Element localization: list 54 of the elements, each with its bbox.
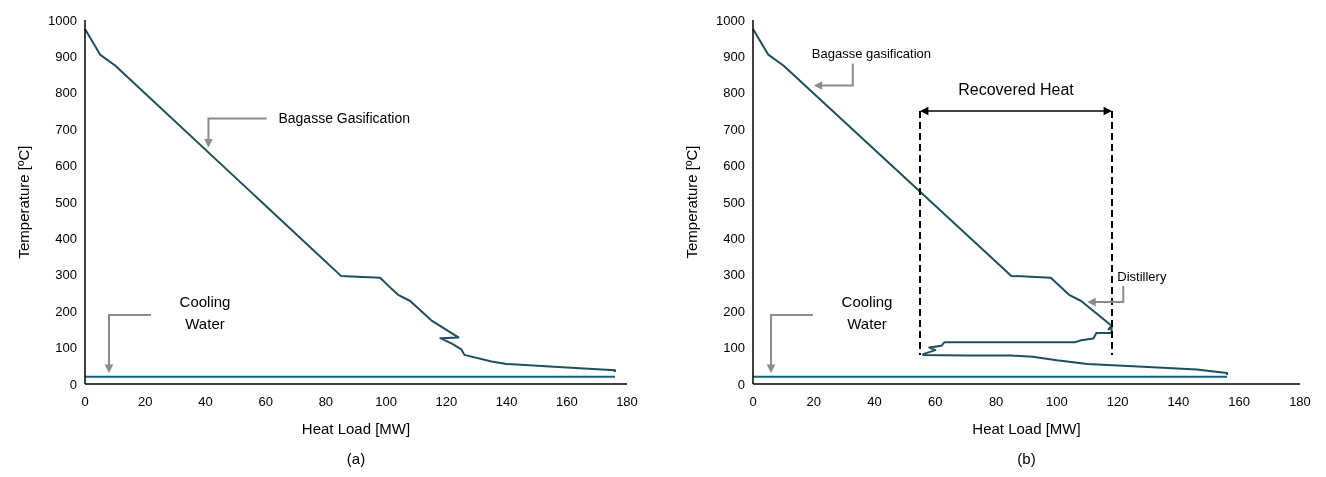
x-tick-label: 100 — [375, 394, 397, 409]
annotation: Bagasse gasification — [811, 45, 932, 61]
annotation: Bagasse Gasification — [278, 110, 410, 127]
y-tick-label: 1000 — [48, 12, 77, 28]
x-tick-label: 140 — [1167, 394, 1190, 409]
y-tick-label: 900 — [55, 48, 77, 64]
y-axis-title: Temperature [ºC] — [683, 145, 700, 259]
x-tick-label: 140 — [495, 394, 518, 409]
annotation: Cooling Water — [841, 293, 893, 332]
y-tick-label: 0 — [737, 376, 745, 392]
x-tick-label: 20 — [806, 394, 822, 409]
y-tick-label: 700 — [723, 121, 745, 137]
x-tick-label: 120 — [435, 394, 458, 409]
x-tick-label: 80 — [318, 394, 334, 409]
x-tick-label: 180 — [1289, 394, 1311, 409]
x-tick-label: 0 — [749, 394, 757, 409]
x-tick-label: 40 — [198, 394, 213, 409]
y-tick-label: 0 — [69, 376, 77, 392]
x-axis-title: Heat Load [MW] — [301, 420, 411, 437]
y-tick-label: 400 — [723, 230, 745, 246]
annotation: Distillery — [1117, 268, 1167, 284]
x-axis-title: Heat Load [MW] — [972, 420, 1081, 437]
x-tick-label: 80 — [988, 394, 1004, 409]
y-tick-label: 700 — [55, 121, 77, 137]
y-tick-label: 200 — [723, 303, 745, 319]
y-tick-label: 600 — [55, 158, 77, 174]
x-tick-label: 120 — [1106, 394, 1129, 409]
y-tick-label: 300 — [723, 267, 745, 283]
y-tick-label: 300 — [55, 267, 77, 283]
y-tick-label: 100 — [55, 340, 77, 356]
x-tick-label: 60 — [258, 394, 273, 409]
y-tick-label: 100 — [723, 340, 745, 356]
x-tick-label: 100 — [1046, 394, 1068, 409]
y-tick-label: 1000 — [716, 12, 745, 28]
x-tick-label: 160 — [1228, 394, 1251, 409]
annotation: Cooling Water — [179, 293, 231, 332]
x-tick-label: 40 — [867, 394, 882, 409]
y-tick-label: 400 — [55, 230, 77, 246]
y-tick-label: 800 — [723, 85, 745, 101]
x-tick-label: 160 — [555, 394, 578, 409]
annotation: Recovered Heat — [958, 81, 1075, 98]
y-tick-label: 600 — [723, 158, 745, 174]
x-tick-label: 60 — [928, 394, 943, 409]
y-tick-label: 500 — [723, 194, 745, 210]
x-tick-label: 0 — [81, 394, 89, 409]
y-tick-label: 200 — [55, 303, 77, 319]
text: (b) — [1017, 450, 1036, 467]
x-tick-label: 180 — [616, 394, 638, 409]
y-tick-label: 900 — [723, 48, 745, 64]
y-tick-label: 500 — [55, 194, 77, 210]
y-axis-title: Temperature [ºC] — [15, 145, 32, 259]
text: (a) — [346, 450, 366, 467]
y-tick-label: 800 — [55, 85, 77, 101]
x-tick-label: 20 — [137, 394, 153, 409]
